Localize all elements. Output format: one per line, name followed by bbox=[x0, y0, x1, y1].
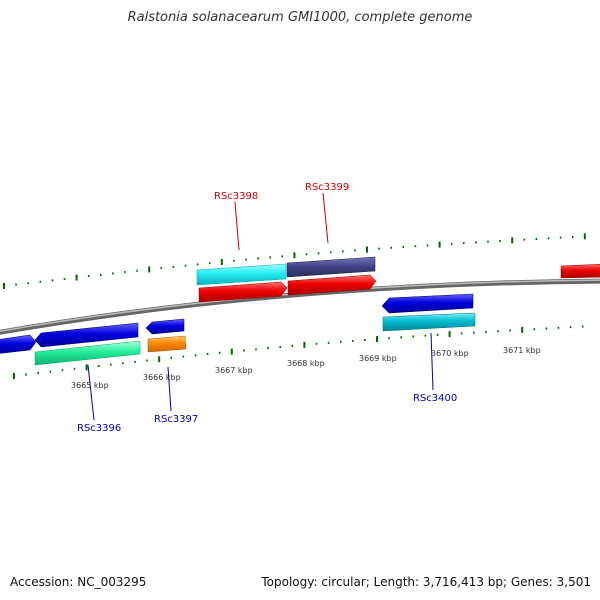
gene-RSc3398-feature[interactable] bbox=[198, 281, 288, 303]
gene-RSc3397-feature[interactable] bbox=[145, 318, 185, 335]
gene-label-RSc3399[interactable]: RSc3399 bbox=[305, 182, 349, 193]
gene-RSc3396-cds[interactable] bbox=[34, 340, 141, 366]
accession-text: Accession: NC_003295 bbox=[10, 575, 147, 589]
scale-label-3669: 3669 kbp bbox=[359, 354, 397, 363]
gene-right-edge-feature[interactable] bbox=[560, 263, 600, 279]
callout-RSc3400 bbox=[430, 332, 434, 391]
map-title: Ralstonia solanacearum GMI1000, complete… bbox=[127, 10, 473, 25]
gene-RSc3399-cds[interactable] bbox=[286, 256, 376, 278]
gene-label-RSc3400[interactable]: RSc3400 bbox=[413, 393, 457, 404]
scale-label-3671: 3671 kbp bbox=[503, 346, 541, 355]
gene-RSc3400-feature[interactable] bbox=[381, 293, 474, 314]
gene-RSc3400-cds[interactable] bbox=[382, 312, 476, 332]
genome-summary-text: Topology: circular; Length: 3,716,413 bp… bbox=[261, 575, 591, 589]
callout-RSc3398 bbox=[234, 201, 240, 251]
gene-label-RSc3396[interactable]: RSc3396 bbox=[77, 423, 121, 434]
gene-label-RSc3398[interactable]: RSc3398 bbox=[214, 191, 258, 202]
gene-RSc3396-feature[interactable] bbox=[34, 322, 139, 348]
genome-backbone bbox=[0, 278, 600, 335]
gene-RSc3398-cds[interactable] bbox=[196, 263, 287, 286]
callout-RSc3399 bbox=[322, 192, 329, 244]
gene-label-RSc3397[interactable]: RSc3397 bbox=[154, 414, 198, 425]
scale-label-3670: 3670 kbp bbox=[431, 349, 469, 358]
scale-label-3665: 3665 kbp bbox=[71, 381, 109, 390]
upper-tick-track bbox=[3, 233, 586, 289]
callout-RSc3396 bbox=[87, 364, 95, 421]
gene-left-edge-feature[interactable] bbox=[0, 334, 37, 354]
callout-RSc3397 bbox=[167, 366, 172, 412]
lower-tick-track bbox=[13, 325, 584, 379]
scale-label-3667: 3667 kbp bbox=[215, 366, 253, 375]
gene-RSc3399-feature[interactable] bbox=[287, 274, 377, 296]
gene-RSc3397-cds[interactable] bbox=[147, 335, 187, 353]
scale-label-3666: 3666 kbp bbox=[143, 373, 181, 382]
scale-label-3668: 3668 kbp bbox=[287, 359, 325, 368]
